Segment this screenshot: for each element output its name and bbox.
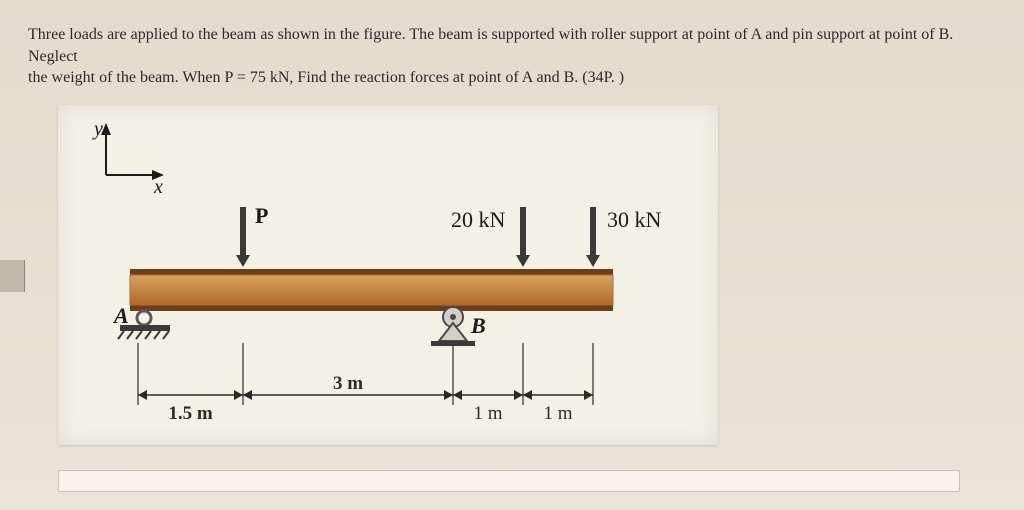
svg-text:20 kN: 20 kN [451,207,506,232]
svg-text:B: B [470,313,486,338]
problem-line-2: the weight of the beam. When P = 75 kN, … [28,69,624,86]
problem-line-1: Three loads are applied to the beam as s… [28,26,953,65]
svg-text:1 m: 1 m [543,403,572,424]
svg-text:P: P [255,203,268,228]
svg-text:A: A [112,303,129,328]
svg-text:y: y [92,118,103,140]
answer-box [58,470,960,492]
svg-text:3 m: 3 m [333,373,363,394]
svg-text:1.5 m: 1.5 m [168,403,213,424]
problem-statement: Three loads are applied to the beam as s… [28,24,996,89]
svg-text:x: x [153,176,163,198]
beam-figure: y x P 20 kN 30 kN A B 1.5 m 3 m 1 m 1 m [58,105,718,445]
svg-text:30 kN: 30 kN [607,207,662,232]
svg-text:1 m: 1 m [473,403,502,424]
sidebar-shadow [0,260,25,292]
